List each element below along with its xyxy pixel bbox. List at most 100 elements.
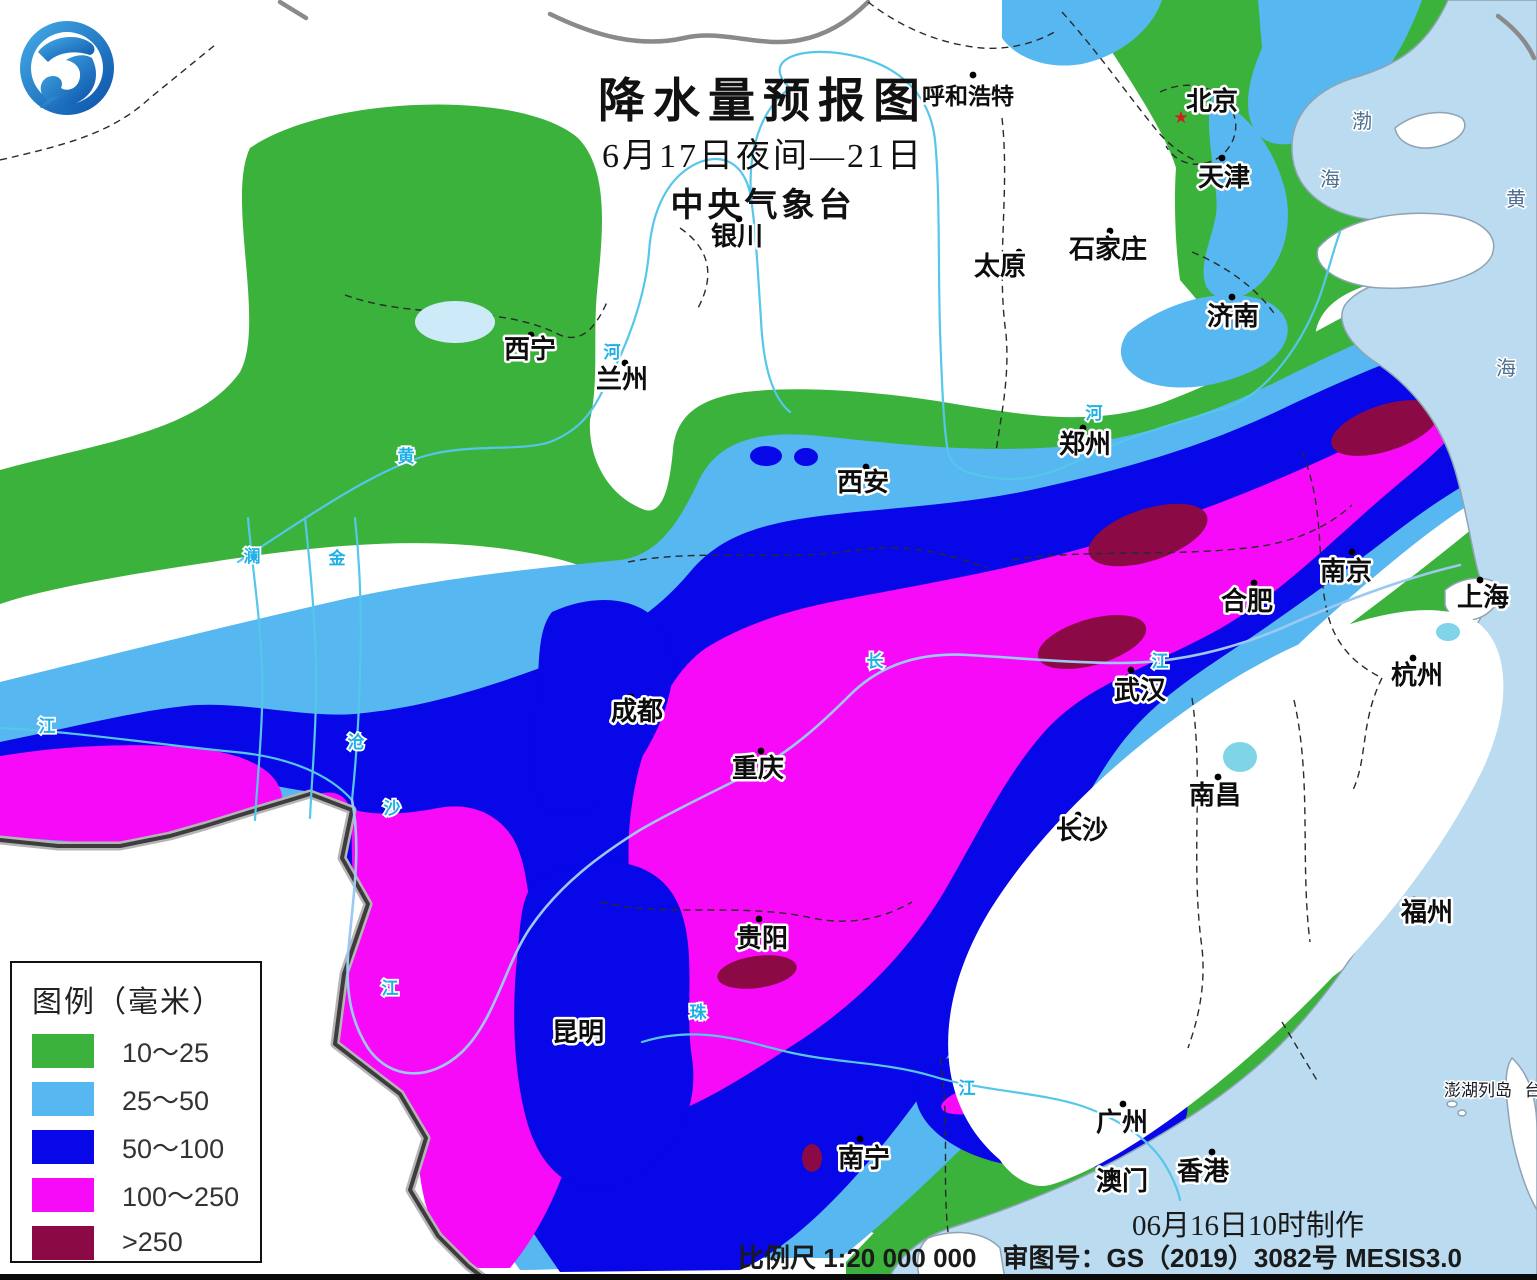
issue-time: 06月16日10时制作 <box>1131 1210 1365 1242</box>
sea-label: 海 <box>1496 357 1516 380</box>
legend-swatch <box>32 1177 94 1212</box>
city-label: 南宁 <box>838 1143 890 1173</box>
river-label: 江 <box>382 979 399 998</box>
city-label: 杭州 <box>1391 660 1443 690</box>
river-label: 珠 <box>690 1003 708 1022</box>
city-label: 澳门 <box>1096 1166 1148 1196</box>
city-label: 北京 <box>1186 86 1238 116</box>
city-label: 上海 <box>1457 582 1509 612</box>
lakes <box>415 301 1460 772</box>
river-label: 沧 <box>348 732 365 752</box>
city-marker-dot <box>1119 1100 1127 1108</box>
city-label: 太原 <box>974 251 1026 281</box>
map-agency: 中央气象台 <box>670 186 856 223</box>
legend-rows: 10～25 25～50 50～100 100～250 >250 <box>32 1033 260 1260</box>
precip-blue-pockets <box>514 599 694 1189</box>
city-marker-dot <box>1218 154 1226 162</box>
legend-label: 10～25 <box>122 1038 210 1068</box>
city-marker-dot <box>627 693 635 701</box>
city-marker-dot <box>1348 548 1356 556</box>
sea-label: 海 <box>1320 168 1340 191</box>
city-label: 贵阳 <box>736 923 788 953</box>
city-marker-dot <box>563 1017 571 1025</box>
river-label: 金 <box>328 548 347 568</box>
north-national-border <box>277 0 1537 61</box>
city-marker-dot <box>1409 654 1417 662</box>
capital-star-marker: ★ <box>1173 108 1188 127</box>
legend-label: 50～100 <box>122 1134 225 1164</box>
island-label: 澎湖列岛 <box>1444 1081 1512 1100</box>
river-label: 澜 <box>244 546 261 566</box>
city-marker-dot <box>1228 293 1236 301</box>
city-label: 西宁 <box>504 334 556 364</box>
yangtze-river <box>346 563 1462 1075</box>
legend-swatch <box>32 1129 94 1164</box>
city-label: 兰州 <box>596 364 648 394</box>
city-label: 武汉 <box>1114 675 1167 705</box>
city-label: 合肥 <box>1221 586 1273 616</box>
city-label: 济南 <box>1207 301 1259 331</box>
city-label: 石家庄 <box>1068 234 1147 264</box>
city-marker-dot <box>1079 424 1087 432</box>
city-marker-dot <box>1410 896 1418 904</box>
city-label: 昆明 <box>552 1017 604 1047</box>
city-marker-dot <box>1476 576 1484 584</box>
city-label: 成都 <box>611 696 663 726</box>
island-label: 台 <box>1525 1081 1537 1100</box>
legend-item: 25～50 <box>32 1081 260 1116</box>
city-label: 西安 <box>837 467 889 497</box>
city-label: 南京 <box>1320 556 1372 586</box>
river-label: 黄 <box>398 446 415 466</box>
legend-swatch <box>32 1033 94 1068</box>
legend-item: >250 <box>32 1225 260 1260</box>
city-marker-dot <box>856 1135 864 1143</box>
city-label: 香港 <box>1177 1156 1230 1186</box>
city-marker-dot <box>1250 579 1258 587</box>
city-marker-dot <box>527 331 535 339</box>
legend-label: 100～250 <box>122 1182 240 1212</box>
legend-swatch <box>32 1225 94 1260</box>
map-forecast-period: 6月17日夜间—21日 <box>602 138 924 175</box>
sea-area <box>887 0 1537 1280</box>
city-label: 福州 <box>1400 897 1453 927</box>
city-label: 银川 <box>711 221 763 251</box>
city-label: 郑州 <box>1059 429 1111 459</box>
legend-item: 10～25 <box>32 1033 260 1068</box>
river-label: 河 <box>604 343 621 362</box>
legend-label: 25～50 <box>122 1086 210 1116</box>
cma-logo-icon <box>20 21 114 115</box>
precip-darkred-layer <box>325 400 1439 1172</box>
legend-box: 图例（毫米） 10～25 25～50 50～100 100～250 >250 <box>10 961 262 1263</box>
city-marker-dot <box>755 915 763 923</box>
sea-label: 渤 <box>1352 110 1372 133</box>
city-marker-dot <box>969 71 977 79</box>
city-label: 重庆 <box>732 753 784 783</box>
city-marker-dot <box>1208 1148 1216 1156</box>
city-marker-dot <box>1074 811 1082 819</box>
city-label: 南昌 <box>1189 780 1241 810</box>
city-marker-dot <box>862 463 870 471</box>
river-label: 江 <box>959 1079 976 1098</box>
city-marker-dot <box>735 215 743 223</box>
city-marker-dot <box>1214 773 1222 781</box>
city-label: 呼和浩特 <box>922 83 1014 109</box>
city-marker-dot <box>1127 666 1135 674</box>
white-dry-regions <box>948 610 1504 1186</box>
province-borders <box>0 1 1383 1233</box>
precip-magenta-layer <box>0 393 1468 1268</box>
bottom-edge-bar <box>0 1274 1537 1280</box>
city-label: 长沙 <box>1056 815 1108 845</box>
island-labels: 澎湖列岛台 <box>1443 1080 1537 1102</box>
legend-swatch <box>32 1081 94 1116</box>
legend-label: >250 <box>122 1227 183 1257</box>
sea-label: 黄 <box>1506 188 1526 211</box>
legend-title: 图例（毫米） <box>32 986 224 1019</box>
city-marker-dot <box>757 747 765 755</box>
legend-item: 100～250 <box>32 1177 260 1212</box>
river-label: 江 <box>1152 652 1169 671</box>
city-label: 天津 <box>1198 162 1250 192</box>
